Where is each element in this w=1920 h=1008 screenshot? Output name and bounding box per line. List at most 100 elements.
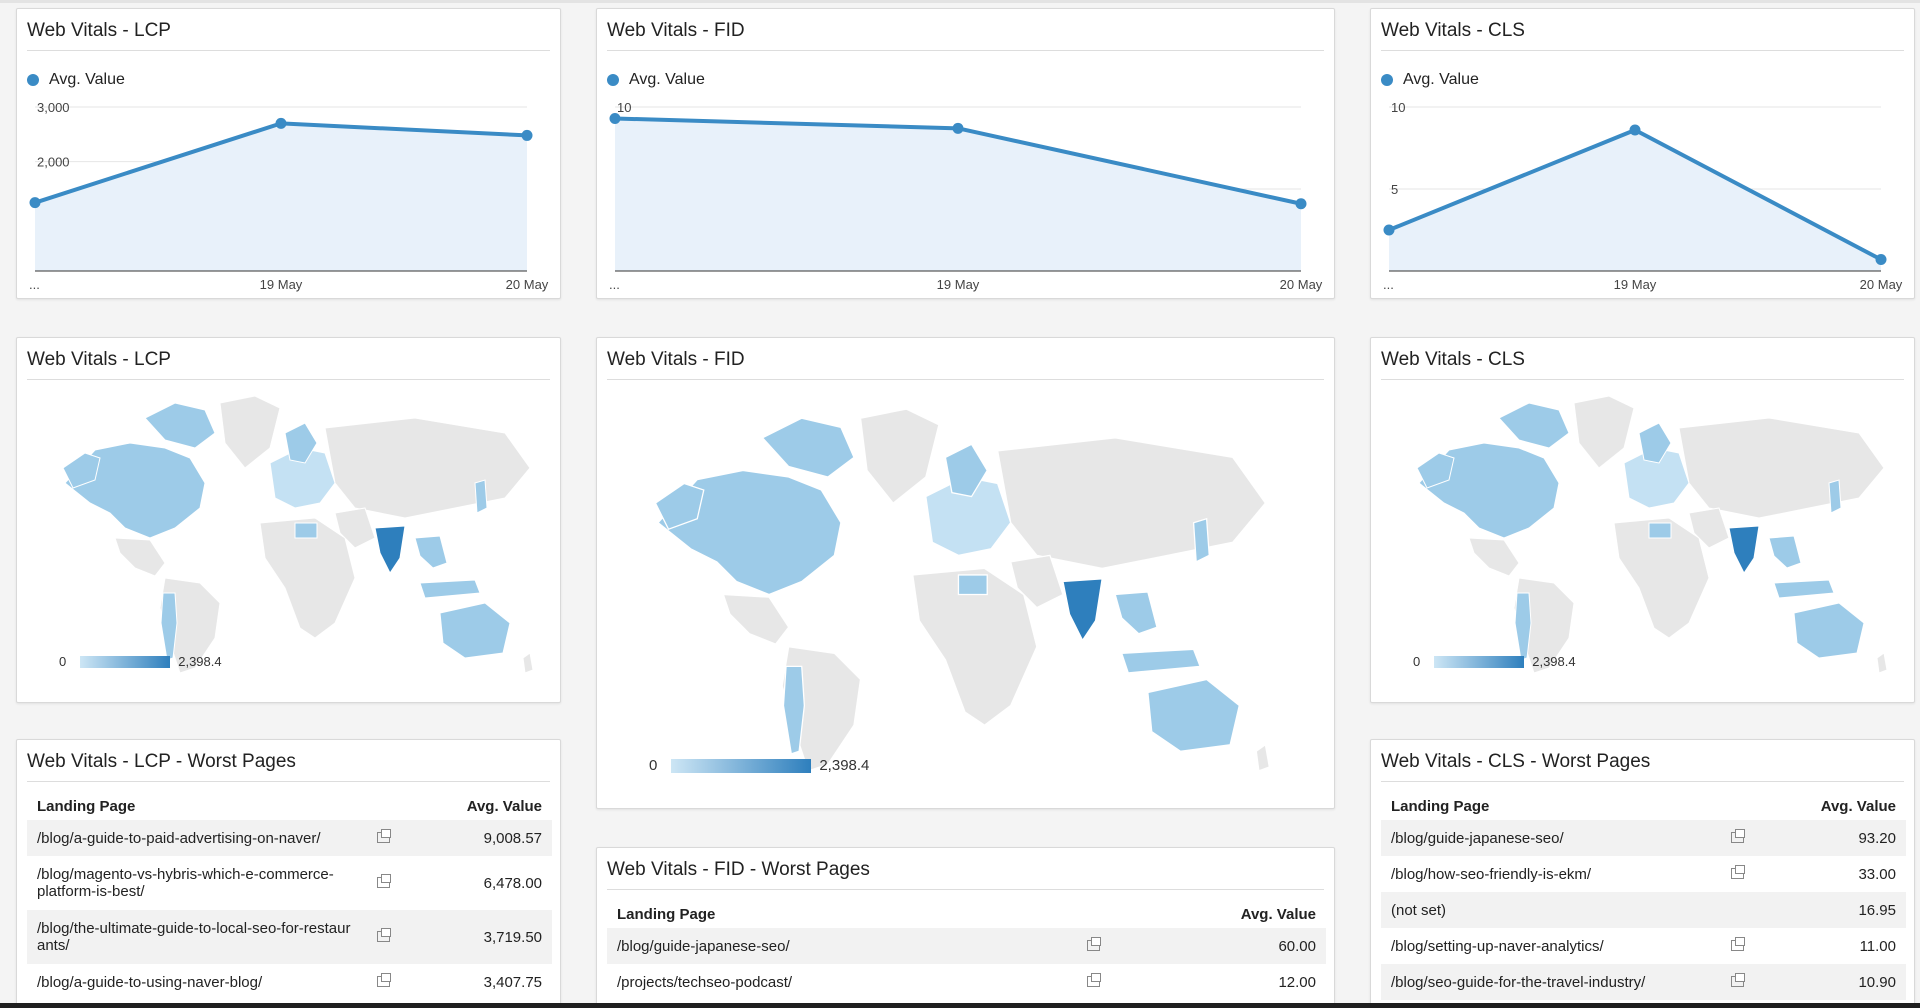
col-header-avg-value[interactable]: Avg. Value <box>1820 797 1896 815</box>
world-map[interactable] <box>1409 388 1899 678</box>
card-title: Web Vitals - FID <box>607 21 1324 51</box>
y-tick-label: 10 <box>617 100 631 115</box>
new-zealand-region <box>1876 652 1888 674</box>
scale-max: 2,398.4 <box>819 757 870 774</box>
card-title: Web Vitals - LCP - Worst Pages <box>27 752 550 782</box>
mexico-region <box>1468 537 1520 577</box>
open-external-icon[interactable] <box>367 820 400 856</box>
chart-legend[interactable]: Avg. Value <box>27 71 125 89</box>
north-america-region <box>1418 442 1560 539</box>
world-map[interactable] <box>55 388 545 678</box>
southeast-asia-region <box>1114 591 1158 635</box>
australia-region <box>1793 602 1865 659</box>
arctic-islands-region <box>144 402 216 449</box>
data-point <box>521 129 533 141</box>
fid-line-card: Web Vitals - FID Avg. Value 105...19 May… <box>596 8 1335 299</box>
card-title: Web Vitals - FID <box>607 350 1324 380</box>
lcp-map-card: Web Vitals - LCP 0 2,398.4 <box>16 337 561 703</box>
col-header-avg-value[interactable]: Avg. Value <box>1240 905 1316 923</box>
avg-value: 3,407.75 <box>483 973 542 991</box>
legend-label: Avg. Value <box>49 71 125 88</box>
x-tick-label: 19 May <box>937 277 980 292</box>
series-area <box>615 118 1301 271</box>
new-zealand-region <box>522 652 534 674</box>
col-header-landing-page[interactable]: Landing Page <box>1391 797 1490 815</box>
india-region <box>374 525 406 574</box>
page-link[interactable]: /blog/magento-vs-hybris-which-e-commerce… <box>37 866 334 900</box>
chart-legend[interactable]: Avg. Value <box>1381 71 1479 89</box>
avg-value: 60.00 <box>1110 928 1326 964</box>
greenland-region <box>1573 395 1635 469</box>
table-row: /blog/magento-vs-hybris-which-e-commerce… <box>27 856 552 910</box>
open-external-icon[interactable] <box>1077 928 1110 964</box>
data-point <box>1875 254 1887 266</box>
page-link[interactable]: /projects/techseo-podcast/ <box>617 973 793 991</box>
libya-region <box>294 522 318 539</box>
open-external-icon[interactable] <box>1077 964 1110 1000</box>
open-external-icon[interactable] <box>367 856 400 910</box>
cls-worst-pages-card: Web Vitals - CLS - Worst Pages Landing P… <box>1370 739 1915 1008</box>
middle-east-region <box>334 507 376 549</box>
greenland-region <box>219 395 281 469</box>
col-header-avg-value[interactable]: Avg. Value <box>466 797 542 815</box>
worst-pages-table: Landing Page Avg. Value /blog/guide-japa… <box>1381 792 1906 1000</box>
indonesia-region <box>419 579 481 599</box>
greenland-region <box>859 408 940 505</box>
series-area <box>35 123 527 272</box>
africa-region <box>259 517 356 639</box>
open-external-icon[interactable] <box>1721 820 1754 856</box>
data-point <box>1383 224 1395 236</box>
africa-region <box>912 567 1038 726</box>
col-header-spacer <box>1721 792 1754 820</box>
data-point <box>275 117 287 129</box>
page-link[interactable]: /blog/how-seo-friendly-is-ekm/ <box>1391 865 1592 883</box>
avg-value: 6,478.00 <box>483 874 542 892</box>
open-external-icon[interactable] <box>1721 928 1754 964</box>
x-tick-label: 20 May <box>506 277 549 292</box>
table-row: /blog/guide-japanese-seo/ 60.00 <box>607 928 1326 964</box>
alaska-region <box>1416 452 1455 489</box>
open-external-icon[interactable] <box>1721 856 1754 892</box>
page-link[interactable]: /blog/setting-up-naver-analytics/ <box>1391 937 1604 955</box>
scale-gradient <box>1434 655 1525 668</box>
lcp-worst-pages-card: Web Vitals - LCP - Worst Pages Landing P… <box>16 739 561 1008</box>
open-external-icon[interactable] <box>1721 964 1754 1000</box>
card-title: Web Vitals - CLS <box>1381 350 1904 380</box>
worst-pages-table: Landing Page Avg. Value /blog/a-guide-to… <box>27 792 552 1000</box>
page-link[interactable]: /blog/a-guide-to-using-naver-blog/ <box>37 973 263 991</box>
page-label: (not set) <box>1381 892 1721 928</box>
india-region <box>1062 578 1103 642</box>
page-link[interactable]: /blog/a-guide-to-paid-advertising-on-nav… <box>27 820 367 856</box>
page-link[interactable]: /blog/seo-guide-for-the-travel-industry/ <box>1381 964 1721 1000</box>
asia-region <box>1678 417 1885 519</box>
page-link[interactable]: /blog/the-ultimate-guide-to-local-seo-fo… <box>27 910 367 964</box>
peru-chile-region <box>1514 592 1532 661</box>
scale-gradient <box>80 655 171 668</box>
data-point <box>609 112 621 124</box>
mexico-region <box>722 593 790 645</box>
page-link[interactable]: /blog/guide-japanese-seo/ <box>607 928 1077 964</box>
col-header-landing-page[interactable]: Landing Page <box>617 905 716 923</box>
data-point <box>29 197 41 209</box>
japan-region <box>474 479 488 514</box>
new-zealand-region <box>1255 743 1271 772</box>
open-external-icon[interactable] <box>367 910 400 964</box>
x-tick-label: 19 May <box>260 277 303 292</box>
avg-value: 11.00 <box>1859 937 1896 955</box>
col-header-landing-page[interactable]: Landing Page <box>37 797 136 815</box>
chart-legend[interactable]: Avg. Value <box>607 71 705 89</box>
world-map[interactable] <box>645 388 1285 788</box>
north-america-region <box>657 469 842 596</box>
open-external-icon[interactable] <box>367 964 400 1000</box>
card-title: Web Vitals - CLS <box>1381 21 1904 51</box>
x-tick-label: 20 May <box>1280 277 1323 292</box>
y-tick-label: 3,000 <box>37 100 70 115</box>
alaska-region <box>654 482 705 531</box>
col-header-spacer <box>1077 900 1110 928</box>
mexico-region <box>114 537 166 577</box>
cls-line-chart[interactable]: 10 5... 19 May 20 May <box>1371 9 1915 299</box>
page-link[interactable]: /blog/guide-japanese-seo/ <box>1381 820 1721 856</box>
legend-label: Avg. Value <box>1403 71 1479 88</box>
